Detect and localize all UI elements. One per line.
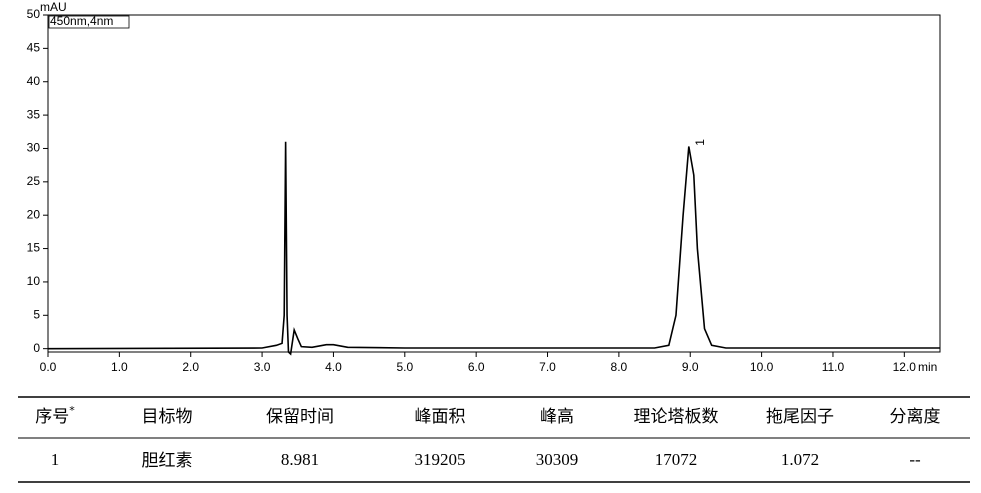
x-tick-label: 7.0 — [539, 360, 556, 374]
x-tick-label: 10.0 — [750, 360, 774, 374]
y-tick-label: 25 — [27, 174, 41, 188]
y-axis-label: mAU — [40, 0, 67, 14]
header-mark: * — [69, 404, 75, 417]
table-cell: 胆红素 — [142, 451, 193, 471]
x-tick-label: 11.0 — [822, 360, 845, 374]
x-tick-label: 12.0 — [893, 360, 917, 374]
y-tick-label: 45 — [27, 41, 41, 55]
table-header: 峰面积 — [415, 407, 466, 427]
table-header: 拖尾因子 — [766, 407, 834, 427]
x-tick-label: 8.0 — [611, 360, 628, 374]
x-tick-label: 9.0 — [682, 360, 699, 374]
table-cell: -- — [909, 450, 921, 469]
table-cell: 17072 — [655, 450, 698, 469]
table-header: 理论塔板数 — [634, 407, 719, 427]
x-tick-label: 1.0 — [111, 360, 128, 374]
table-header: 分离度 — [890, 407, 941, 427]
y-tick-label: 5 — [33, 307, 40, 321]
x-tick-label: 4.0 — [325, 360, 342, 374]
trace — [47, 141, 940, 356]
x-tick-label: 0.0 — [40, 360, 57, 374]
x-axis-label: min — [918, 360, 937, 374]
y-tick-label: 35 — [27, 107, 41, 121]
x-tick-label: 2.0 — [182, 360, 199, 374]
x-tick-label: 5.0 — [396, 360, 413, 374]
y-tick-label: 40 — [27, 74, 41, 88]
peak-label: 1 — [693, 139, 707, 146]
table-header: 保留时间 — [266, 407, 334, 427]
table-cell: 30309 — [536, 450, 579, 469]
table: 序号* 目标物 保留时间 峰面积 峰高 理论塔板数 拖尾因子 分离度 1 胆红素 8.981 3192… — [35, 404, 940, 471]
y-tick-label: 50 — [27, 7, 41, 21]
table-header: 目标物 — [142, 407, 193, 427]
x-tick-label: 6.0 — [468, 360, 485, 374]
table-cell: 319205 — [415, 450, 466, 469]
y-tick-label: 20 — [27, 207, 41, 221]
y-tick-label: 0 — [33, 341, 40, 355]
table-header: 序号* — [35, 404, 75, 427]
y-tick-label: 15 — [27, 241, 41, 255]
y-tick-label: 10 — [27, 274, 41, 288]
x-tick-label: 3.0 — [254, 360, 271, 374]
y-tick-label: 30 — [27, 141, 41, 155]
table-cell: 1 — [51, 450, 60, 469]
table-cell: 1.072 — [781, 450, 819, 469]
annotation: 450nm,4nm — [50, 14, 113, 28]
table-cell: 8.981 — [281, 450, 319, 469]
annotation-box — [48, 15, 130, 29]
plot-frame — [47, 14, 941, 353]
table-header: 峰高 — [540, 407, 574, 427]
